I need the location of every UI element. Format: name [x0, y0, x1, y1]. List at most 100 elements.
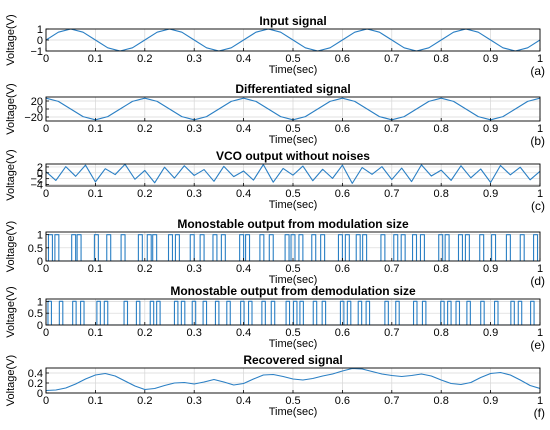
x-tick-label: 1	[537, 327, 543, 339]
y-axis-label: Voltage(V)	[5, 149, 17, 200]
x-tick-label: 0.3	[187, 53, 202, 65]
chart-title: Monostable output from modulation size	[177, 217, 409, 231]
x-tick-label: 1	[537, 53, 543, 65]
x-tick-label: 0	[43, 188, 49, 200]
plot-area	[46, 164, 540, 184]
x-tick-label: 0.7	[384, 188, 399, 200]
chart-title: Monostable output from demodulation size	[170, 284, 416, 298]
y-tick-label: 0	[37, 168, 43, 180]
x-tick-label: 0.9	[483, 188, 498, 200]
x-tick-label: 0.7	[384, 395, 399, 407]
chart-title: Differentiated signal	[235, 82, 350, 96]
x-tick-label: 0.5	[285, 188, 300, 200]
x-tick-label: 0.2	[137, 123, 152, 135]
x-tick-label: 0.4	[236, 53, 251, 65]
y-tick-label: −2	[30, 174, 43, 186]
panel-tag: (d)	[530, 274, 545, 288]
y-tick-label: 0	[37, 388, 43, 400]
x-tick-label: 0.5	[285, 395, 300, 407]
x-tick-label: 0.2	[137, 263, 152, 275]
y-tick-label: 0.4	[28, 368, 43, 380]
y-tick-label: 0.5	[28, 308, 43, 320]
x-tick-label: 0.8	[434, 327, 449, 339]
x-tick-label: 0.8	[434, 188, 449, 200]
x-axis-label: Time(sec)	[269, 64, 317, 76]
x-tick-label: 0	[43, 263, 49, 275]
x-tick-label: 0.3	[187, 123, 202, 135]
x-tick-label: 0.5	[285, 53, 300, 65]
x-tick-label: 0.4	[236, 327, 251, 339]
y-tick-label: 0	[37, 104, 43, 116]
y-tick-label: 0.5	[28, 243, 43, 255]
y-tick-label: 0	[37, 256, 43, 268]
x-tick-label: 0.6	[335, 327, 350, 339]
panel-tag: (f)	[534, 406, 545, 420]
y-tick-label: 0	[37, 35, 43, 47]
x-tick-label: 0.9	[483, 123, 498, 135]
chart-panel: 0 0.1 0.2 0.3 0.4 0.5 0.6 0.7 0.8 0.9 100.20.4Reco…	[5, 353, 545, 420]
y-tick-label: 2	[37, 162, 43, 174]
y-tick-label: −20	[24, 112, 43, 124]
x-tick-label: 1	[537, 263, 543, 275]
x-tick-label: 0.7	[384, 327, 399, 339]
x-tick-label: 0.6	[335, 188, 350, 200]
x-tick-label: 0.9	[483, 53, 498, 65]
x-tick-label: 0.6	[335, 123, 350, 135]
x-axis-label: Time(sec)	[269, 199, 317, 211]
x-tick-label: 0.9	[483, 327, 498, 339]
x-tick-label: 0.8	[434, 53, 449, 65]
panel-tag: (c)	[531, 199, 545, 213]
x-tick-label: 0.1	[88, 53, 103, 65]
y-axis-label: Voltage(V)	[5, 221, 17, 272]
y-tick-label: 1	[37, 230, 43, 242]
chart-title: VCO output without noises	[216, 149, 370, 163]
panel-tag: (e)	[530, 338, 545, 352]
y-tick-label: 0.2	[28, 378, 43, 390]
y-tick-label: −4	[30, 180, 43, 192]
y-tick-label: 20	[31, 96, 43, 108]
x-tick-label: 0.8	[434, 123, 449, 135]
x-tick-label: 0.8	[434, 395, 449, 407]
y-tick-label: 0	[37, 320, 43, 332]
x-tick-label: 0.5	[285, 123, 300, 135]
x-tick-label: 0.2	[137, 188, 152, 200]
x-axis-label: Time(sec)	[269, 406, 317, 418]
series-line	[46, 29, 540, 51]
y-axis-label: Voltage(V)	[5, 14, 17, 65]
chart-panel: 0 0.1 0.2 0.3 0.4 0.5 0.6 0.7 0.8 0.9 100.51Monost…	[5, 284, 545, 352]
chart-panel: 0 0.1 0.2 0.3 0.4 0.5 0.6 0.7 0.8 0.9 1−20020Diffe…	[5, 82, 545, 148]
x-tick-label: 0.5	[285, 327, 300, 339]
y-axis-label: Voltage(V)	[5, 83, 17, 134]
x-tick-label: 0	[43, 395, 49, 407]
x-tick-label: 0.1	[88, 123, 103, 135]
x-tick-label: 1	[537, 395, 543, 407]
x-tick-label: 0.2	[137, 53, 152, 65]
chart-title: Input signal	[259, 14, 326, 28]
x-tick-label: 0.5	[285, 263, 300, 275]
x-axis-label: Time(sec)	[269, 134, 317, 146]
x-tick-label: 0.4	[236, 263, 251, 275]
x-axis-label: Time(sec)	[269, 274, 317, 286]
y-axis-label: Voltage(V)	[5, 355, 17, 406]
x-tick-label: 1	[537, 188, 543, 200]
x-tick-label: 0.7	[384, 123, 399, 135]
x-tick-label: 0.7	[384, 53, 399, 65]
panel-tag: (b)	[530, 134, 545, 148]
x-tick-label: 0.9	[483, 395, 498, 407]
plot-area	[46, 29, 540, 51]
x-tick-label: 0.3	[187, 327, 202, 339]
x-tick-label: 0.1	[88, 395, 103, 407]
x-tick-label: 0.7	[384, 263, 399, 275]
chart-title: Recovered signal	[243, 353, 342, 367]
x-tick-label: 0.1	[88, 263, 103, 275]
panel-tag: (a)	[530, 64, 545, 78]
chart-panel: 0 0.1 0.2 0.3 0.4 0.5 0.6 0.7 0.8 0.9 100.51Monost…	[5, 217, 545, 288]
y-tick-label: 1	[37, 296, 43, 308]
x-axis-label: Time(sec)	[269, 338, 317, 350]
y-axis-label: Voltage(V)	[5, 286, 17, 337]
x-tick-label: 0.2	[137, 327, 152, 339]
y-tick-label: −1	[30, 46, 43, 58]
